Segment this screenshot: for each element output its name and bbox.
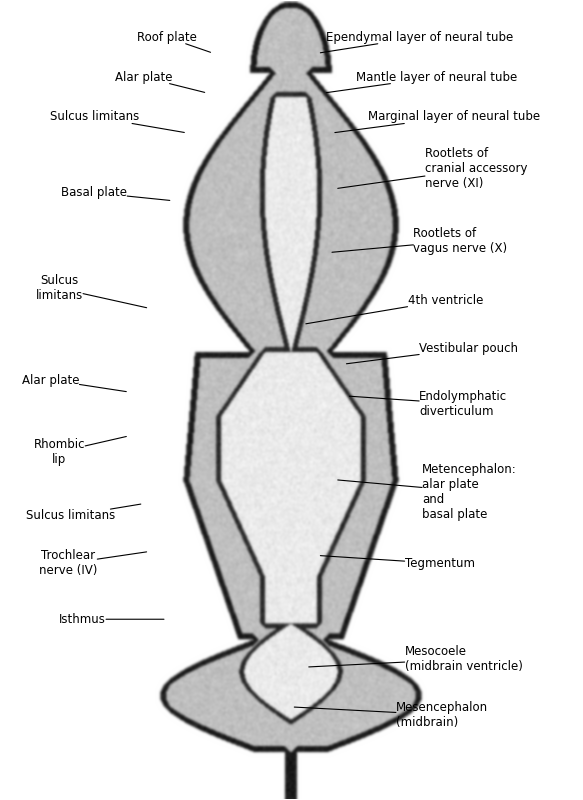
Text: Sulcus
limitans: Sulcus limitans bbox=[36, 274, 147, 308]
Text: 4th ventricle: 4th ventricle bbox=[306, 294, 483, 324]
Text: Tegmentum: Tegmentum bbox=[321, 556, 475, 570]
Text: Alar plate: Alar plate bbox=[115, 70, 205, 92]
Text: Metencephalon:
alar plate
and
basal plate: Metencephalon: alar plate and basal plat… bbox=[338, 462, 517, 521]
Text: Sulcus limitans: Sulcus limitans bbox=[50, 110, 184, 133]
Text: Ependymal layer of neural tube: Ependymal layer of neural tube bbox=[320, 30, 513, 53]
Text: Sulcus limitans: Sulcus limitans bbox=[26, 504, 141, 522]
Text: Isthmus: Isthmus bbox=[59, 613, 164, 626]
Text: Roof plate: Roof plate bbox=[137, 30, 210, 52]
Text: Trochlear
nerve (IV): Trochlear nerve (IV) bbox=[39, 550, 146, 578]
Text: Mesocoele
(midbrain ventricle): Mesocoele (midbrain ventricle) bbox=[309, 645, 522, 673]
Text: Rhombic
lip: Rhombic lip bbox=[34, 437, 127, 466]
Text: Endolymphatic
diverticulum: Endolymphatic diverticulum bbox=[349, 390, 507, 418]
Text: Alar plate: Alar plate bbox=[22, 374, 127, 392]
Text: Rootlets of
vagus nerve (X): Rootlets of vagus nerve (X) bbox=[332, 226, 507, 254]
Text: Mesencephalon
(midbrain): Mesencephalon (midbrain) bbox=[294, 701, 488, 729]
Text: Rootlets of
cranial accessory
nerve (XI): Rootlets of cranial accessory nerve (XI) bbox=[338, 147, 528, 190]
Text: Mantle layer of neural tube: Mantle layer of neural tube bbox=[326, 70, 517, 93]
Text: Vestibular pouch: Vestibular pouch bbox=[346, 342, 518, 364]
Text: Basal plate: Basal plate bbox=[61, 186, 170, 201]
Text: Marginal layer of neural tube: Marginal layer of neural tube bbox=[335, 110, 540, 133]
